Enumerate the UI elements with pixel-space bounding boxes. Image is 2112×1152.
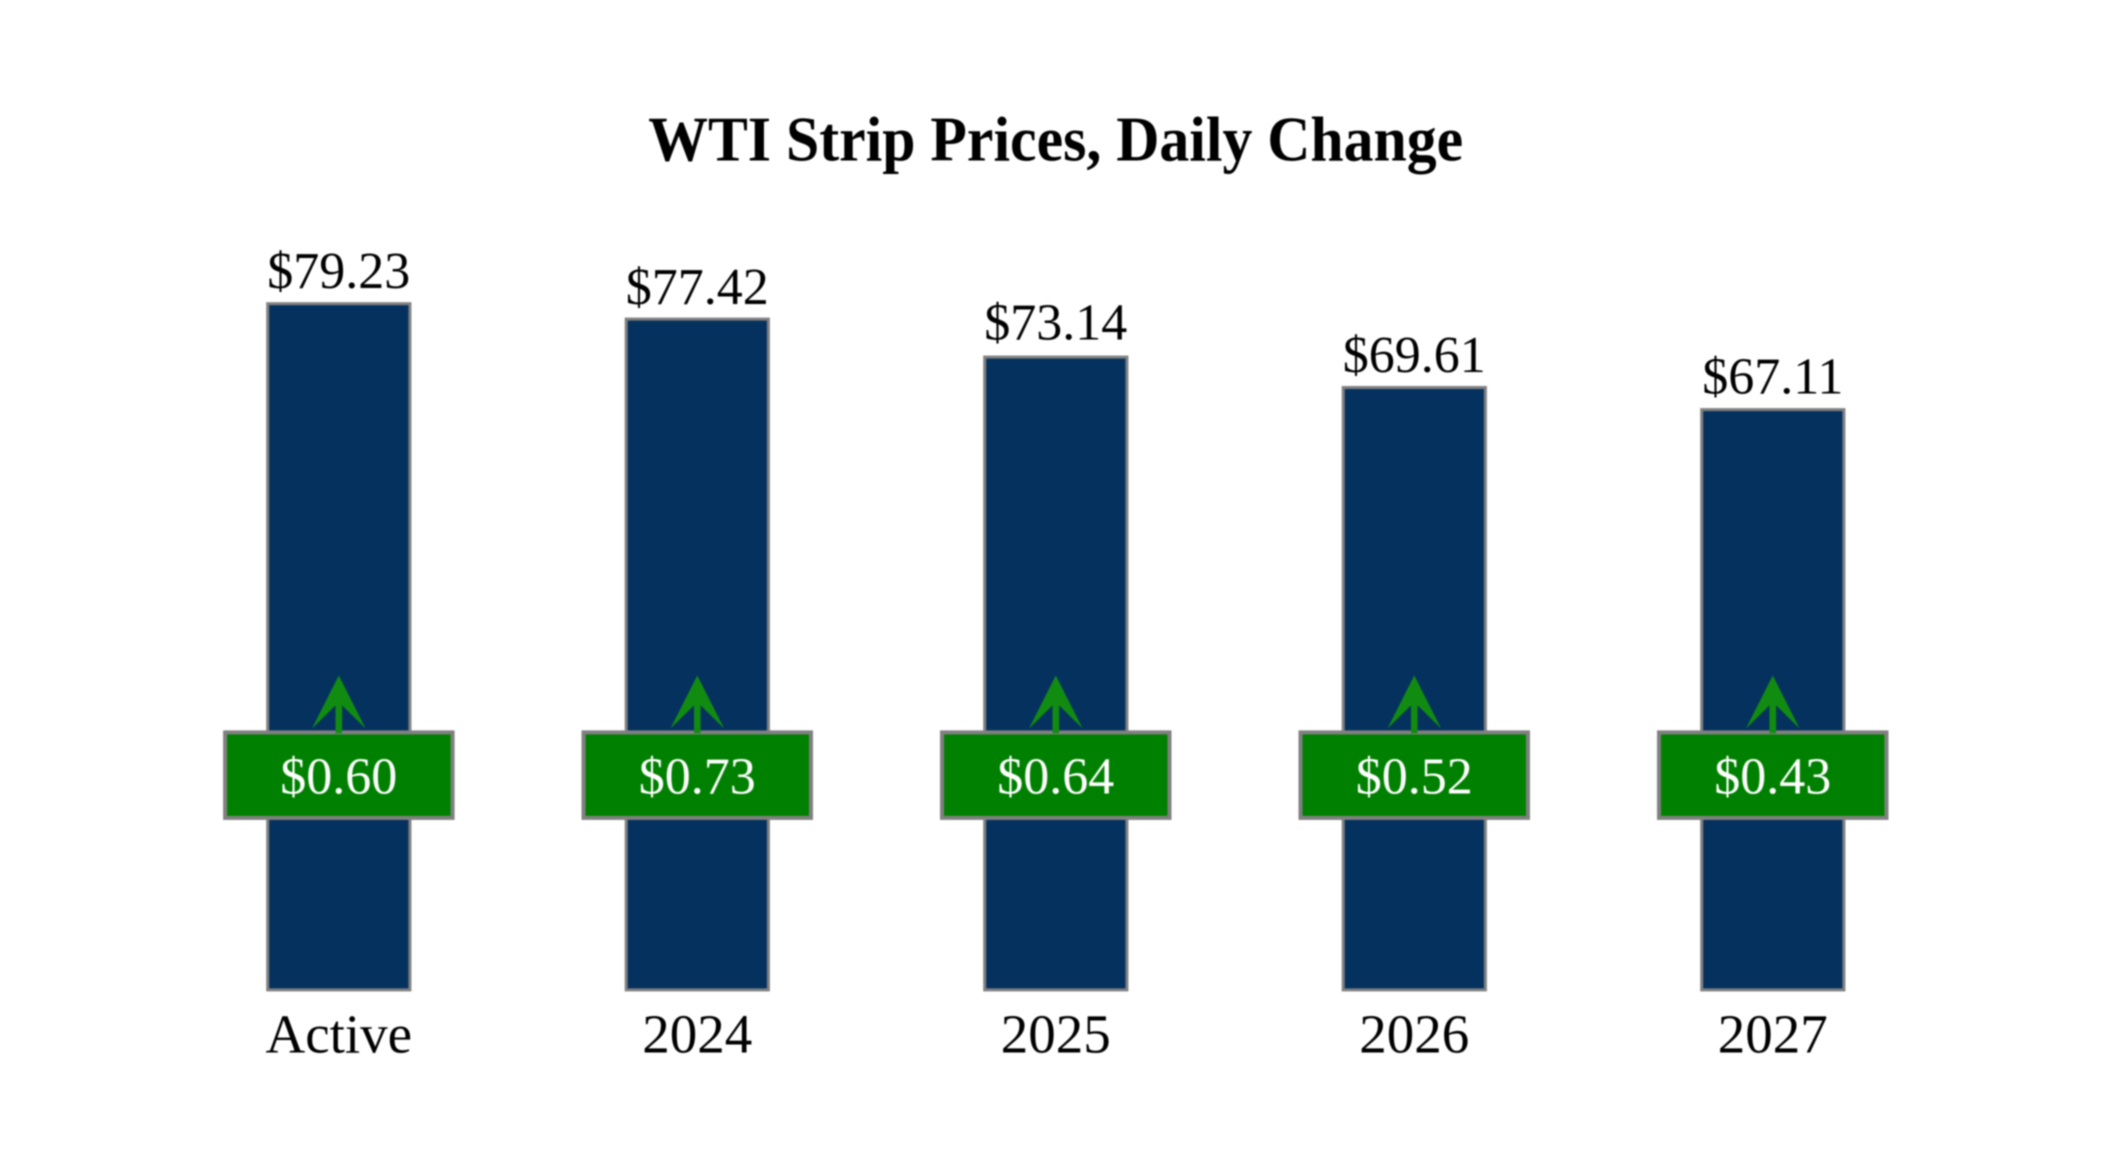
svg-text:$77.42: $77.42 bbox=[626, 259, 769, 316]
svg-text:$73.14: $73.14 bbox=[984, 295, 1127, 352]
svg-text:WTI Strip Prices, Daily Change: WTI Strip Prices, Daily Change bbox=[648, 105, 1463, 175]
svg-text:$0.60: $0.60 bbox=[280, 749, 397, 806]
svg-text:2025: 2025 bbox=[1001, 1004, 1111, 1065]
svg-text:2024: 2024 bbox=[642, 1004, 752, 1065]
svg-text:$0.43: $0.43 bbox=[1714, 749, 1831, 806]
svg-text:$0.73: $0.73 bbox=[639, 749, 756, 806]
svg-text:2027: 2027 bbox=[1718, 1004, 1828, 1065]
svg-text:$67.11: $67.11 bbox=[1702, 349, 1843, 406]
svg-text:$69.61: $69.61 bbox=[1343, 327, 1486, 384]
svg-text:Active: Active bbox=[265, 1004, 412, 1065]
svg-text:$0.64: $0.64 bbox=[997, 749, 1114, 806]
svg-text:2026: 2026 bbox=[1359, 1004, 1469, 1065]
svg-text:$79.23: $79.23 bbox=[267, 243, 410, 300]
svg-text:$0.52: $0.52 bbox=[1356, 749, 1473, 806]
